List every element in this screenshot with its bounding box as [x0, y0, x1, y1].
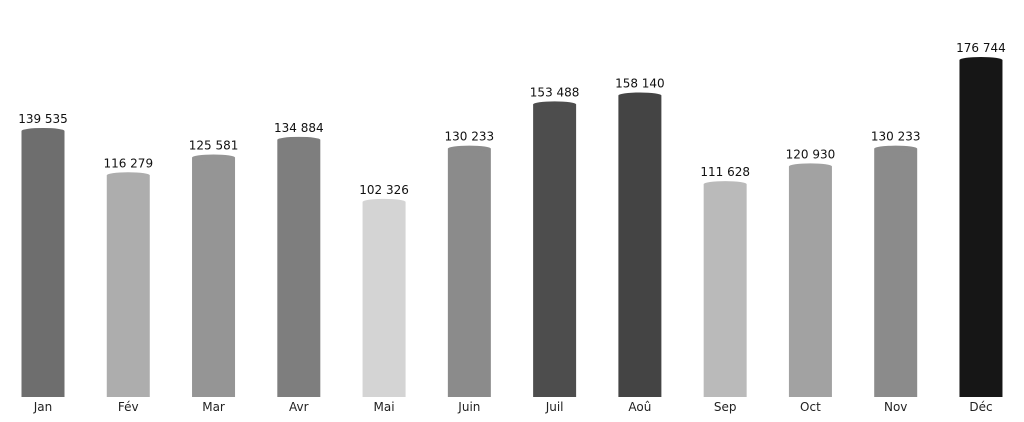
bar-cap [874, 145, 918, 152]
bars-layer [21, 57, 1003, 398]
x-tick-label-10: Nov [884, 400, 907, 414]
bar-cap [618, 92, 662, 99]
bar-cap [703, 181, 747, 188]
x-tick-label-0: Jan [33, 400, 53, 414]
bar-11 [959, 57, 1003, 397]
bar-body [533, 104, 577, 398]
x-tick-label-11: Déc [969, 400, 992, 414]
bar-cap [192, 154, 236, 161]
category-labels-layer: Jan Fév Mar Avr Mai Juin Juil Aoû Sep Oct Nov Déc [33, 400, 993, 414]
bar-cap [447, 145, 491, 152]
bar-cap [959, 57, 1003, 63]
bar-body [106, 175, 150, 397]
data-label-11: 176 744 [956, 41, 1006, 55]
bar-9 [788, 163, 832, 397]
value-labels-layer: 139 535 116 279 125 581 134 884 102 326 130 2… [18, 41, 1006, 197]
data-label-10: 130 233 [871, 130, 921, 144]
bar-cap [106, 172, 150, 179]
bar-body [277, 139, 321, 397]
bar-cap [277, 136, 321, 143]
x-tick-label-3: Avr [289, 400, 309, 414]
x-tick-label-6: Juil [545, 400, 564, 414]
bar-body [959, 60, 1003, 397]
data-label-1: 116 279 [103, 156, 153, 170]
x-tick-label-9: Oct [800, 400, 821, 414]
bar-body [788, 166, 832, 397]
bar-body [362, 201, 406, 397]
bar-7 [618, 92, 662, 398]
data-label-4: 102 326 [359, 183, 409, 197]
data-label-0: 139 535 [18, 112, 68, 126]
bar-4 [362, 198, 406, 397]
bar-0 [21, 127, 65, 397]
data-label-5: 130 233 [445, 130, 495, 144]
bar-cap [533, 101, 577, 108]
data-label-8: 111 628 [700, 165, 750, 179]
x-tick-label-1: Fév [118, 400, 139, 414]
bar-body [703, 184, 747, 397]
bar-2 [192, 154, 236, 397]
data-label-2: 125 581 [189, 139, 239, 153]
bar-cap [788, 163, 832, 170]
bar-cap [362, 198, 406, 205]
bar-3 [277, 136, 321, 397]
bar-body [618, 95, 662, 398]
x-tick-label-8: Sep [714, 400, 737, 414]
bar-cap [21, 127, 65, 134]
x-tick-label-5: Juin [457, 400, 480, 414]
data-label-9: 120 930 [786, 147, 836, 161]
bar-body [192, 157, 236, 397]
bar-8 [703, 181, 747, 397]
bar-body [874, 148, 918, 397]
bar-1 [106, 172, 150, 397]
bar-10 [874, 145, 918, 397]
data-label-6: 153 488 [530, 85, 580, 99]
data-label-7: 158 140 [615, 76, 665, 90]
x-tick-label-2: Mar [202, 400, 225, 414]
bar-5 [447, 145, 491, 397]
bar-6 [533, 101, 577, 398]
x-tick-label-4: Mai [374, 400, 395, 414]
bar-body [21, 130, 65, 397]
bar-body [447, 148, 491, 397]
x-tick-label-7: Aoû [628, 400, 651, 414]
data-label-3: 134 884 [274, 121, 324, 135]
